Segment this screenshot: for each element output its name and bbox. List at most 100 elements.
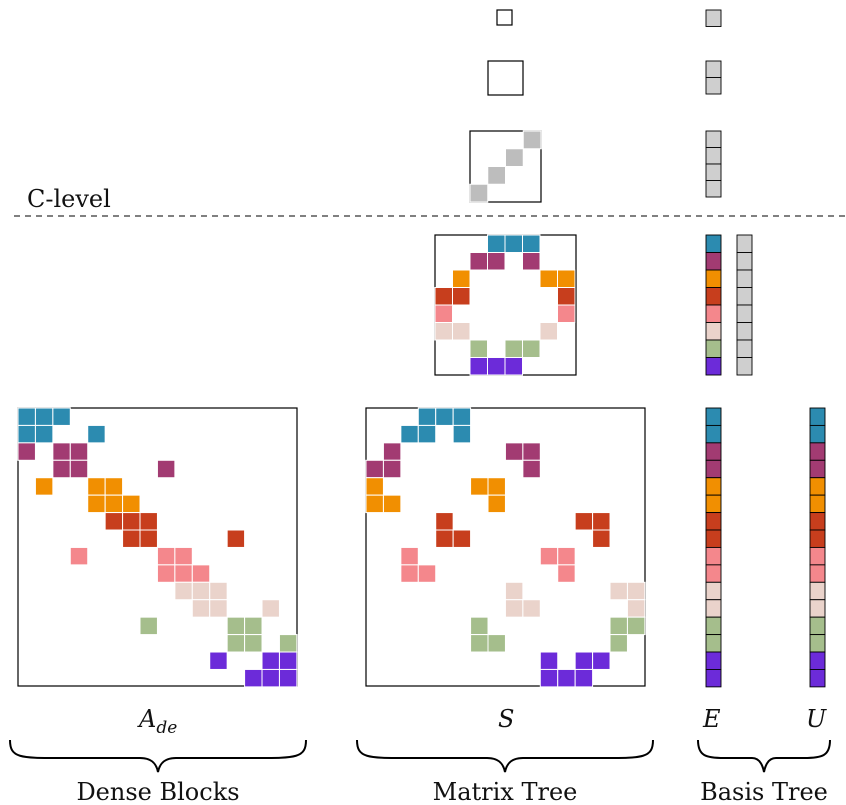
sparse-block-cell bbox=[504, 442, 524, 461]
dense-block-cell bbox=[191, 581, 211, 601]
dense-block-cell bbox=[87, 424, 106, 444]
basis-tree-leaf-level bbox=[705, 407, 826, 688]
leaf-basis-e-cell bbox=[705, 459, 722, 479]
basis-level-2-cell bbox=[705, 163, 722, 181]
sparse-block-cell bbox=[417, 564, 437, 583]
coarse-block-cell bbox=[452, 269, 471, 288]
sparse-block-cell bbox=[365, 494, 384, 514]
sparse-block-cell bbox=[400, 546, 419, 566]
dense-block-cell bbox=[226, 616, 246, 636]
sparse-block-cell bbox=[365, 477, 384, 496]
dense-block-cell bbox=[104, 494, 124, 514]
matrix-tree-caption: Matrix Tree bbox=[433, 778, 578, 805]
basis-tree-caption: Basis Tree bbox=[700, 778, 828, 805]
sparse-block-cell bbox=[557, 564, 576, 583]
dense-block-cell bbox=[226, 634, 246, 653]
sparse-block-cell bbox=[417, 424, 437, 444]
sparse-block-cell bbox=[400, 564, 419, 583]
sparse-block-cell bbox=[382, 459, 402, 479]
dense-block-cell bbox=[122, 494, 141, 514]
coarse-block-cell bbox=[539, 322, 558, 341]
coarse-block-cell bbox=[434, 322, 453, 341]
dense-block-cell bbox=[104, 477, 124, 496]
leaf-basis-u-cell bbox=[809, 529, 826, 548]
dense-block-cell bbox=[156, 459, 176, 479]
coarse-basis-u-cell bbox=[736, 252, 753, 271]
leaf-basis-e-cell bbox=[705, 581, 722, 601]
dense-block-cell bbox=[17, 424, 36, 444]
sparse-block-cell bbox=[435, 529, 454, 548]
leaf-basis-e-cell bbox=[705, 442, 722, 461]
coarse-basis-e-cell bbox=[705, 304, 722, 323]
sparse-block-cell bbox=[435, 407, 454, 426]
coarse-block-cell bbox=[434, 304, 453, 323]
coarse-basis-u-cell bbox=[736, 357, 753, 376]
sparse-block-cell bbox=[609, 581, 628, 601]
coarse-block-cell bbox=[487, 357, 506, 376]
basis-tree-brace bbox=[697, 739, 831, 773]
dense-block-cell bbox=[244, 668, 263, 688]
coarse-block-cell bbox=[504, 339, 523, 358]
dense-blocks-caption: Dense Blocks bbox=[76, 778, 239, 805]
sparse-block-cell bbox=[539, 546, 559, 566]
leaf-basis-e-cell bbox=[705, 564, 722, 583]
dense-block-cell bbox=[278, 651, 298, 670]
coarse-block-cell bbox=[469, 252, 488, 271]
leaf-basis-u-cell bbox=[809, 477, 826, 496]
dense-block-cell bbox=[278, 634, 298, 653]
coarse-block-cell bbox=[487, 234, 506, 253]
upper-block-cell bbox=[487, 166, 506, 185]
dense-block-cell bbox=[122, 529, 141, 548]
coarse-basis-e-cell bbox=[705, 269, 722, 288]
sparse-block-cell bbox=[592, 529, 611, 548]
dense-blocks-brace bbox=[9, 739, 307, 773]
coarse-basis-u-cell bbox=[736, 322, 753, 341]
dense-blocks-matrix bbox=[17, 407, 298, 688]
sparse-block-cell bbox=[452, 407, 472, 426]
leaf-basis-u-cell bbox=[809, 442, 826, 461]
sparse-block-cell bbox=[609, 634, 628, 653]
dense-block-cell bbox=[52, 442, 71, 461]
dense-block-cell bbox=[156, 546, 176, 566]
sparse-block-cell bbox=[522, 442, 541, 461]
tree-level-1-block bbox=[487, 60, 524, 96]
coarse-basis-e-cell bbox=[705, 339, 722, 358]
sparse-block-cell bbox=[574, 651, 594, 670]
leaf-basis-u-cell bbox=[809, 564, 826, 583]
dense-block-cell bbox=[17, 407, 36, 426]
dense-matrix-symbol: A bbox=[137, 705, 156, 733]
leaf-basis-u-cell bbox=[809, 546, 826, 566]
sparse-block-cell bbox=[592, 651, 611, 670]
dense-block-cell bbox=[52, 459, 71, 479]
leaf-basis-e-cell bbox=[705, 529, 722, 548]
sparse-block-cell bbox=[626, 599, 646, 618]
leaf-basis-u-cell bbox=[809, 634, 826, 653]
dense-block-cell bbox=[209, 599, 228, 618]
dense-block-cell bbox=[69, 459, 89, 479]
dense-matrix-label: Ade bbox=[137, 705, 177, 738]
sparse-block-cell bbox=[382, 442, 402, 461]
matrix-tree-brace bbox=[356, 739, 654, 773]
coarse-block-cell bbox=[557, 304, 576, 323]
dense-block-cell bbox=[278, 668, 298, 688]
sparse-block-cell bbox=[539, 668, 559, 688]
coarse-block-cell bbox=[557, 287, 576, 306]
coarse-block-cell bbox=[504, 357, 523, 376]
coarse-basis-e-cell bbox=[705, 322, 722, 341]
sparse-block-cell bbox=[365, 459, 384, 479]
coarse-block-cell bbox=[487, 252, 506, 271]
coarse-block-cell bbox=[522, 252, 541, 271]
coarse-block-cell bbox=[469, 339, 488, 358]
dense-block-cell bbox=[139, 616, 158, 636]
dense-block-cell bbox=[174, 581, 193, 601]
coarse-basis-e-cell bbox=[705, 357, 722, 376]
dense-block-cell bbox=[104, 512, 124, 531]
leaf-basis-e-cell bbox=[705, 512, 722, 531]
dense-block-cell bbox=[209, 581, 228, 601]
dense-block-cell bbox=[261, 599, 280, 618]
dense-block-cell bbox=[244, 634, 263, 653]
sparse-block-cell bbox=[487, 494, 506, 514]
dense-block-cell bbox=[261, 668, 280, 688]
coarse-block-cell bbox=[452, 322, 471, 341]
